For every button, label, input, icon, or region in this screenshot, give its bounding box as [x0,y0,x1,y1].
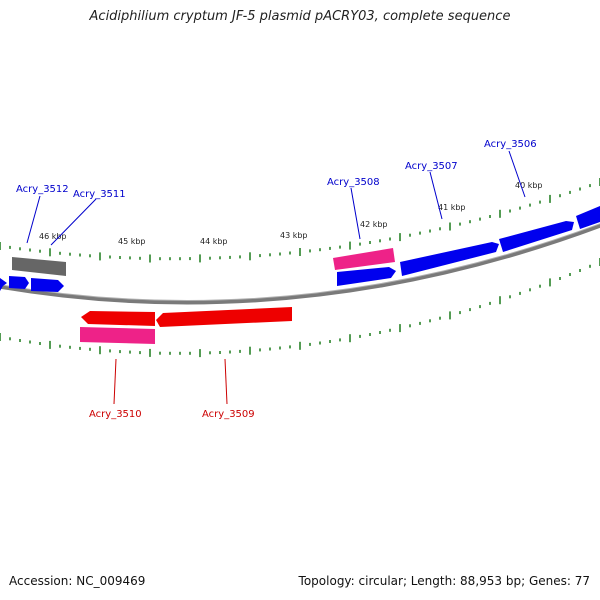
gene-label-acry-3511[interactable]: Acry_3511 [73,189,126,200]
scale-label-43kbp: 43 kbp [280,231,308,240]
gene-arrow-forward-3[interactable] [31,278,64,292]
leader-acry-3512 [26,195,41,244]
gene-arrow-reverse-acry-3510[interactable] [81,311,155,326]
gene-label-acry-3507[interactable]: Acry_3507 [405,161,458,172]
gene-arrow-forward-7[interactable] [576,206,600,229]
feature-pink-acry-3510[interactable] [80,327,155,344]
accession-text: Accession: NC_009469 [9,574,146,588]
scale-label-40kbp: 40 kbp [515,181,543,190]
gene-arrow-reverse-acry-3509[interactable] [156,307,292,327]
topology-summary-text: Topology: circular; Length: 88,953 bp; G… [298,574,590,588]
leader-acry-3510 [113,358,117,405]
gene-label-acry-3506[interactable]: Acry_3506 [484,139,537,150]
feature-gray-acry-3512[interactable] [12,257,66,276]
gene-arrow-forward-5[interactable] [400,242,499,276]
gene-arrow-forward-1[interactable] [0,278,7,291]
backbone-highlight [0,223,600,301]
scale-label-44kbp: 44 kbp [200,237,228,246]
leader-acry-3507 [429,171,443,220]
backbone-circle [0,223,600,305]
gene-label-acry-3510[interactable]: Acry_3510 [89,409,142,420]
scale-label-45kbp: 45 kbp [118,237,146,246]
scale-label-42kbp: 42 kbp [360,220,388,229]
map-title: Acidiphilium cryptum JF-5 plasmid pACRY0… [89,9,511,24]
feature-pink-acry-3508[interactable] [333,248,395,270]
leader-acry-3508 [350,187,361,240]
gene-label-acry-3508[interactable]: Acry_3508 [327,177,380,188]
outer-tick-ring [0,178,600,263]
leader-acry-3509 [224,358,228,405]
gene-arrow-forward-6[interactable] [499,221,574,252]
inner-tick-ring [0,258,600,358]
gene-label-acry-3509[interactable]: Acry_3509 [202,409,255,420]
leader-acry-3506 [508,150,526,198]
gene-label-acry-3512[interactable]: Acry_3512 [16,184,69,195]
leader-acry-3511 [50,198,97,246]
scale-label-41kbp: 41 kbp [438,203,466,212]
gene-arrow-forward-2[interactable] [9,276,29,289]
gene-arrow-forward-4[interactable] [337,267,396,286]
scale-label-46kbp: 46 kbp [39,232,67,241]
